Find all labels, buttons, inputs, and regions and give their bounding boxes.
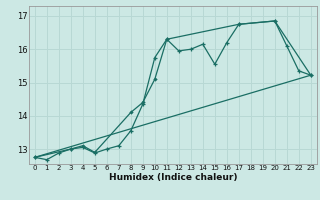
X-axis label: Humidex (Indice chaleur): Humidex (Indice chaleur) [108,173,237,182]
